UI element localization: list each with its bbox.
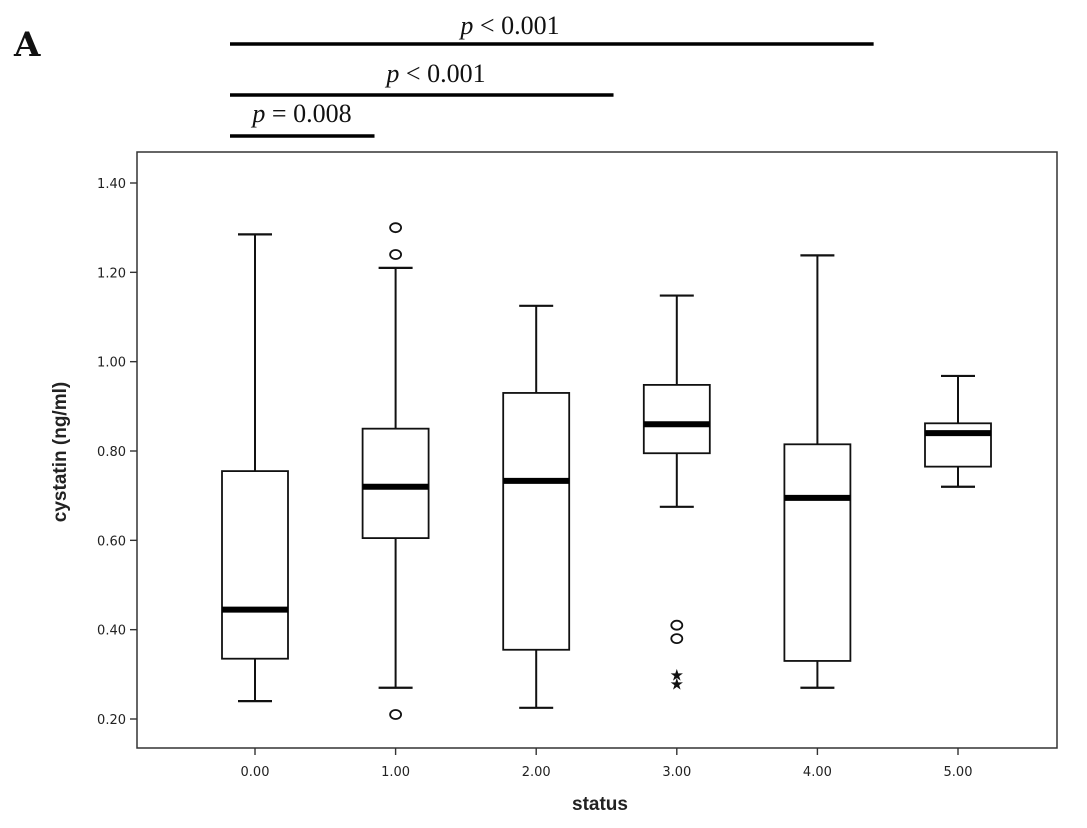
y-axis: 0.20 0.40 0.60 0.80 1.00 1.20 1.40 bbox=[97, 177, 137, 728]
y-tick-label: 0.20 bbox=[97, 713, 126, 728]
y-tick-label: 0.80 bbox=[97, 445, 126, 460]
plot-frame bbox=[136, 151, 1058, 749]
iqr-box bbox=[783, 443, 852, 662]
x-axis-title: status bbox=[572, 794, 628, 815]
extreme-point: ★ bbox=[670, 674, 684, 693]
iqr-box bbox=[361, 427, 430, 539]
outlier-point bbox=[389, 709, 403, 720]
outlier-point bbox=[670, 633, 684, 644]
y-tick-label: 1.00 bbox=[97, 356, 126, 371]
box-series: ★★ bbox=[221, 222, 992, 720]
significance-brackets: p < 0.001 p < 0.001 p = 0.008 bbox=[230, 11, 874, 138]
iqr-box bbox=[642, 383, 711, 455]
y-tick-label: 1.20 bbox=[97, 266, 126, 281]
extreme-point: ★ bbox=[670, 665, 684, 684]
x-tick-label: 2.00 bbox=[522, 765, 551, 780]
iqr-box bbox=[502, 392, 571, 651]
iqr-box bbox=[221, 470, 289, 660]
x-tick-label: 1.00 bbox=[381, 765, 410, 780]
outlier-point bbox=[389, 222, 403, 234]
p-value-label: p = 0.008 bbox=[250, 99, 351, 128]
x-tick-label: 5.00 bbox=[944, 765, 973, 780]
y-axis-title: cystatin (ng/ml) bbox=[50, 382, 71, 522]
x-tick-label: 4.00 bbox=[803, 765, 832, 780]
box-1.00 bbox=[361, 222, 430, 720]
outlier-point bbox=[670, 619, 684, 631]
p-value-label: p < 0.001 bbox=[458, 11, 559, 40]
x-tick-label: 0.00 bbox=[241, 765, 270, 780]
box-5.00 bbox=[924, 374, 992, 488]
iqr-box bbox=[924, 422, 992, 468]
y-tick-label: 0.40 bbox=[97, 624, 126, 639]
outlier-point bbox=[389, 249, 403, 260]
box-0.00 bbox=[221, 233, 289, 703]
panel-label: A bbox=[13, 25, 41, 65]
box-4.00 bbox=[783, 254, 852, 689]
p-value-label: p < 0.001 bbox=[384, 59, 485, 88]
box-3.00: ★★ bbox=[642, 294, 711, 693]
x-axis: 0.00 1.00 2.00 3.00 4.00 5.00 bbox=[241, 748, 973, 780]
box-2.00 bbox=[502, 304, 571, 709]
y-tick-label: 1.40 bbox=[97, 177, 126, 192]
x-tick-label: 3.00 bbox=[662, 765, 691, 780]
y-tick-label: 0.60 bbox=[97, 534, 126, 549]
